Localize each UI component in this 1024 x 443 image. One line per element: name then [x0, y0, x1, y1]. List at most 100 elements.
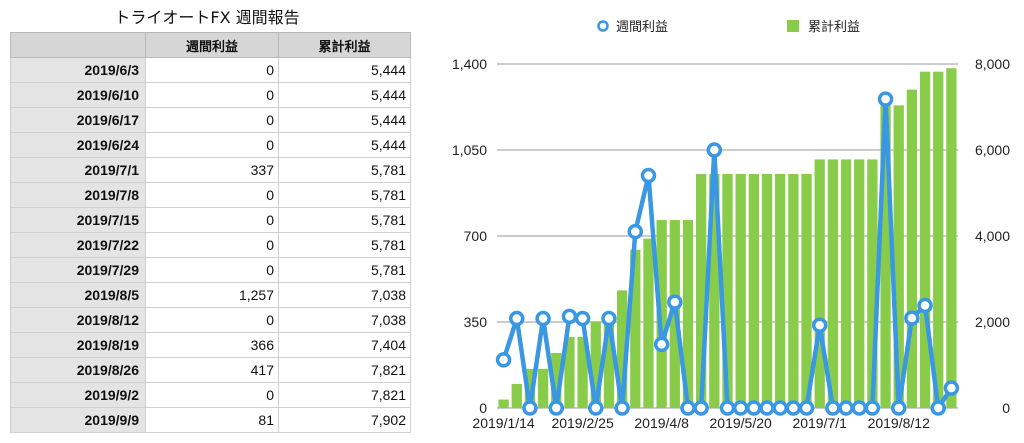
- x-tick-label: 2019/8/12: [868, 415, 930, 431]
- weekly-profit-point: [601, 310, 617, 327]
- cumulative-bar: [564, 336, 575, 408]
- cumulative-bar: [682, 220, 694, 408]
- row-cumulative-profit: 7,902: [278, 407, 411, 433]
- row-weekly-profit: 0: [145, 82, 279, 108]
- row-date: 2019/7/8: [10, 182, 146, 208]
- weekly-profit-point: [838, 400, 854, 416]
- report-title: トライオートFX 週間報告: [114, 8, 300, 27]
- weekly-profit-point: [522, 400, 538, 416]
- y-right-tick-label: 8,000: [975, 56, 1010, 72]
- row-cumulative-profit: 5,444: [278, 57, 411, 83]
- cumulative-bar: [603, 321, 615, 408]
- row-date: 2019/8/12: [10, 307, 146, 333]
- y-right-tick-label: 2,000: [975, 314, 1010, 330]
- cumulative-bar: [933, 71, 944, 409]
- weekly-profit-point: [746, 400, 762, 416]
- weekly-profit-point: [772, 400, 788, 416]
- weekly-profit-point: [825, 400, 841, 416]
- cumulative-bar: [722, 173, 733, 408]
- weekly-profit-point: [653, 336, 670, 353]
- row-date: 2019/7/15: [10, 207, 146, 233]
- row-cumulative-profit: 7,821: [278, 357, 411, 383]
- weekly-profit-point: [640, 167, 657, 184]
- y-left-tick-label: 1,400: [452, 56, 487, 72]
- row-cumulative-profit: 5,781: [278, 232, 411, 258]
- y-left-tick-label: 350: [464, 314, 488, 330]
- weekly-profit-point: [509, 310, 525, 327]
- row-date: 2019/8/26: [10, 357, 146, 383]
- y-right-tick-label: 0: [1002, 400, 1010, 416]
- cumulative-bar: [893, 105, 904, 408]
- cumulative-bar: [775, 173, 786, 408]
- table-row: 2019/9/9 81 7,902: [10, 407, 411, 433]
- weekly-profit-point: [759, 400, 775, 416]
- weekly-profit-point: [495, 352, 512, 368]
- x-tick-label: 2019/4/8: [634, 415, 689, 431]
- weekly-profit-point: [785, 400, 802, 416]
- row-weekly-profit: 0: [145, 182, 279, 208]
- weekly-profit-point: [877, 91, 894, 107]
- cumulative-bar: [511, 383, 522, 408]
- y-right-tick-label: 6,000: [975, 142, 1010, 158]
- cumulative-bar: [577, 336, 588, 408]
- table-row: 2019/7/22 0 5,781: [10, 232, 411, 258]
- cumulative-bar: [761, 173, 773, 408]
- cumulative-bar: [590, 321, 601, 408]
- legend-cumulative-profit-marker: [787, 20, 799, 32]
- cumulative-bar: [814, 159, 825, 408]
- y-right-tick-label: 4,000: [975, 228, 1010, 244]
- weekly-profit-point: [904, 310, 920, 326]
- weekly-profit-point: [811, 317, 828, 333]
- weekly-profit-point: [680, 400, 696, 416]
- table-row: 2019/7/15 0 5,781: [10, 207, 411, 233]
- row-date: 2019/7/22: [10, 232, 146, 258]
- cumulative-bar: [919, 71, 931, 409]
- cumulative-bar: [880, 105, 891, 408]
- weekly-profit-point: [693, 400, 709, 416]
- weekly-profit-point: [943, 380, 960, 396]
- row-date: 2019/9/9: [10, 407, 146, 433]
- table-row: 2019/8/12 0 7,038: [10, 307, 411, 333]
- legend-weekly-profit-label: 週間利益: [616, 20, 668, 35]
- row-cumulative-profit: 5,444: [278, 107, 411, 133]
- weekly-profit-point: [614, 400, 630, 416]
- row-cumulative-profit: 5,781: [278, 257, 411, 283]
- cumulative-bar: [551, 352, 562, 408]
- weekly-profit-point: [627, 223, 644, 240]
- row-weekly-profit: 0: [145, 57, 279, 83]
- weekly-report-table: 週間利益 累計利益 2019/6/3 0 5,444 2019/6/10 0 5,444 2…: [10, 32, 411, 433]
- cumulative-bar: [946, 68, 957, 409]
- cumulative-bar: [696, 173, 707, 408]
- row-date: 2019/9/2: [10, 382, 146, 408]
- weekly-profit-point: [851, 400, 867, 416]
- row-weekly-profit: 0: [145, 107, 279, 133]
- cumulative-bar: [616, 290, 628, 408]
- table-row: 2019/6/3 0 5,444: [10, 57, 411, 83]
- row-cumulative-profit: 7,404: [278, 332, 411, 358]
- row-weekly-profit: 81: [145, 407, 279, 433]
- table-row: 2019/6/24 0 5,444: [10, 132, 411, 158]
- row-weekly-profit: 0: [145, 132, 279, 158]
- cumulative-bar: [524, 368, 536, 408]
- weekly-profit-point: [890, 400, 907, 416]
- row-date: 2019/8/5: [10, 282, 146, 308]
- cumulative-bar: [498, 399, 509, 408]
- table-row: 2019/7/1 337 5,781: [10, 157, 411, 183]
- legend-weekly-profit-marker: [597, 20, 609, 32]
- row-cumulative-profit: 5,781: [278, 182, 411, 208]
- x-tick-label: 2019/7/1: [792, 415, 847, 431]
- cumulative-bar: [854, 159, 865, 408]
- cumulative-bar: [827, 159, 839, 408]
- row-weekly-profit: 0: [145, 207, 279, 233]
- row-weekly-profit: 0: [145, 307, 279, 333]
- row-date: 2019/7/29: [10, 257, 146, 283]
- cumulative-bar: [840, 159, 852, 408]
- x-tick-label: 2019/1/14: [472, 415, 534, 431]
- cumulative-bar: [630, 249, 641, 408]
- cumulative-bar: [643, 238, 654, 408]
- weekly-profit-point: [574, 310, 591, 327]
- cumulative-bar: [788, 173, 799, 408]
- cumulative-bar: [656, 220, 667, 408]
- weekly-profit-point: [798, 400, 815, 416]
